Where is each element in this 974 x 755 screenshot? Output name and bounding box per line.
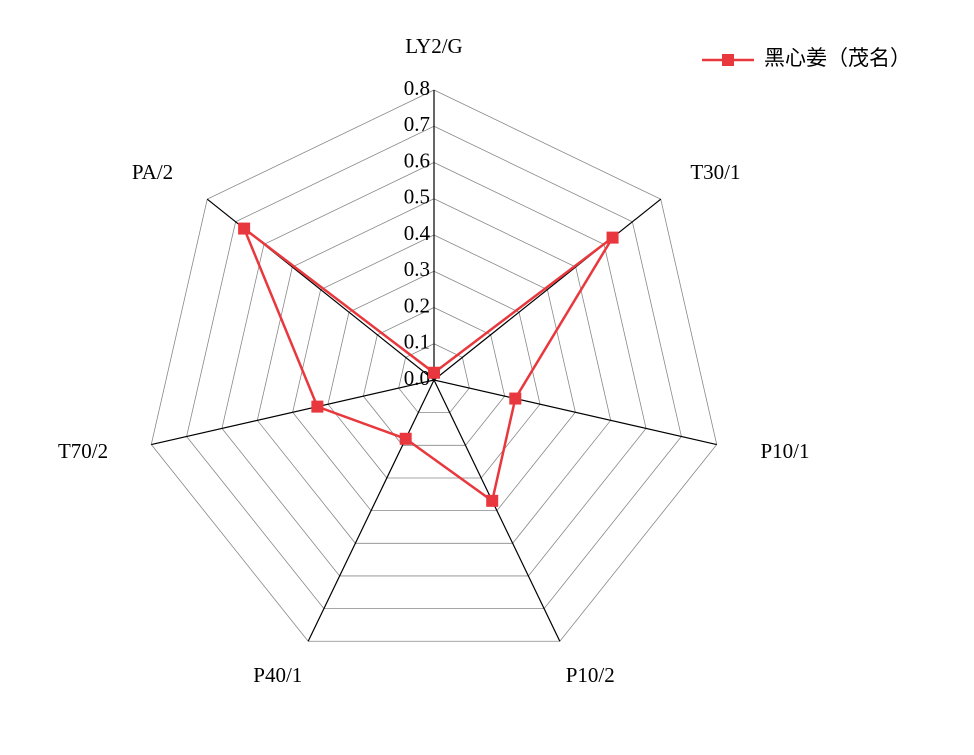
r-tick-label: 0.3 bbox=[404, 257, 430, 281]
grid-line bbox=[221, 162, 647, 577]
r-tick-label: 0.7 bbox=[404, 112, 430, 136]
grid-line bbox=[327, 270, 541, 479]
legend-marker bbox=[722, 54, 734, 66]
grid-line bbox=[150, 89, 718, 642]
grid-line bbox=[362, 307, 506, 446]
r-tick-label: 0.6 bbox=[404, 148, 430, 172]
r-tick-label: 0.2 bbox=[404, 293, 430, 317]
grid-line bbox=[292, 234, 576, 512]
category-label: T30/1 bbox=[690, 160, 740, 184]
grid-line bbox=[398, 343, 470, 414]
axis-line bbox=[433, 379, 717, 446]
data-point bbox=[486, 494, 499, 507]
r-tick-label: 0.4 bbox=[404, 221, 431, 245]
r-tick-label: 0.0 bbox=[404, 366, 430, 390]
data-point bbox=[509, 392, 522, 405]
axis-line bbox=[307, 379, 435, 642]
data-point bbox=[311, 400, 324, 413]
data-point bbox=[238, 222, 251, 235]
axis-line bbox=[151, 379, 435, 446]
category-label: PA/2 bbox=[132, 160, 173, 184]
r-tick-label: 0.8 bbox=[404, 76, 430, 100]
data-point bbox=[399, 432, 412, 445]
category-label: P10/2 bbox=[566, 663, 615, 687]
legend-label: 黑心姜（茂名） bbox=[764, 46, 911, 70]
series-line bbox=[241, 224, 614, 503]
r-tick-label: 0.5 bbox=[404, 185, 430, 209]
category-label: P40/1 bbox=[253, 663, 302, 687]
grid-line bbox=[186, 125, 682, 610]
grid-line bbox=[256, 198, 612, 544]
category-label: T70/2 bbox=[58, 439, 108, 463]
axis-line bbox=[433, 198, 662, 381]
r-tick-label: 0.1 bbox=[404, 330, 430, 354]
axis-line bbox=[433, 379, 561, 642]
category-label: P10/1 bbox=[760, 439, 809, 463]
data-point bbox=[606, 231, 619, 244]
data-point bbox=[428, 366, 440, 379]
category-label: LY2/G bbox=[405, 34, 462, 58]
